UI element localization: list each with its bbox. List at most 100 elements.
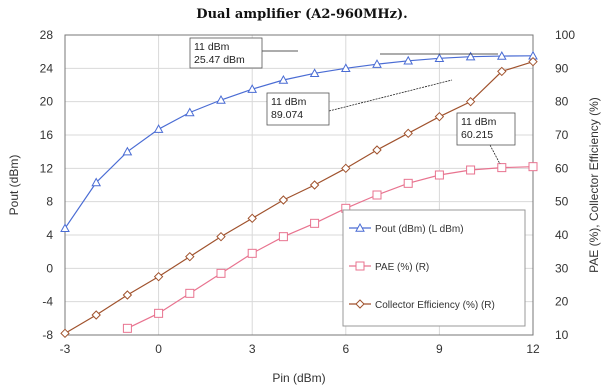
legend-label: Collector Efficiency (%) (R)	[375, 300, 495, 311]
x-tick-label: 12	[526, 342, 540, 356]
y-left-tick-label: 28	[40, 28, 54, 42]
y-right-tick-label: 50	[555, 195, 569, 209]
callout-leader	[328, 79, 453, 112]
pout-line	[64, 55, 534, 229]
y-left-tick-label: 20	[40, 95, 54, 109]
pout-point	[216, 94, 226, 104]
collector-efficiency-point	[434, 111, 445, 122]
x-axis-label: Pin (dBm)	[272, 371, 325, 385]
collector-efficiency-point	[403, 128, 413, 139]
collector-efficiency-line	[64, 61, 534, 334]
pae-point	[528, 162, 538, 172]
pout-point	[496, 51, 507, 60]
collector-efficiency-point	[91, 310, 101, 320]
series-group	[60, 50, 538, 339]
y-right-tick-label: 80	[555, 95, 569, 109]
pae-point	[247, 248, 257, 258]
collector-efficiency-point	[216, 231, 226, 242]
collector-efficiency-point	[497, 66, 507, 77]
y-right-tick-label: 90	[555, 61, 569, 75]
callout-line2: 89.074	[271, 109, 303, 121]
pae-series	[122, 162, 538, 333]
pout-point	[434, 53, 445, 63]
pout-point	[122, 146, 133, 156]
collector-efficiency-point	[122, 290, 133, 300]
tick-labels: -3 0 3 6 9 12 -8 -4 0 4 8 12 16 20 24 28 10 20 30 40 50 60 70 8…	[40, 28, 576, 356]
pout-point	[60, 223, 70, 233]
y-left-tick-label: 24	[40, 61, 54, 75]
pae-point	[434, 170, 444, 180]
y-axis-right-label: PAE (%), Collector Efficiency (%)	[587, 97, 601, 273]
pae-point	[278, 232, 288, 242]
y-right-tick-label: 40	[555, 228, 569, 242]
callout-box	[189, 37, 263, 69]
legend-item: Pout (dBm) (L dBm)	[349, 222, 464, 235]
pout-point	[153, 124, 164, 133]
collector-efficiency-point	[60, 328, 70, 339]
y-right-tick-label: 30	[555, 261, 569, 275]
pout-point	[184, 107, 195, 117]
callout-line1: 11 dBm	[271, 96, 307, 108]
collector-efficiency-series	[60, 56, 538, 339]
callout-line2: 60.215	[461, 129, 493, 141]
callout-line1: 11 dBm	[461, 116, 497, 128]
y-left-tick-label: 4	[46, 228, 53, 242]
collector-efficiency-point	[528, 56, 538, 67]
legend-label: Pout (dBm) (L dBm)	[375, 224, 464, 235]
legend-marker	[355, 299, 365, 309]
y-axis-left-label: Pout (dBm)	[7, 155, 21, 216]
legend-item: PAE (%) (R)	[349, 261, 429, 273]
x-tick-label: 0	[155, 342, 162, 356]
collector-efficiency-point	[465, 96, 476, 107]
pout-point	[403, 55, 414, 65]
collector-efficiency-point	[247, 213, 257, 224]
y-right-tick-label: 70	[555, 128, 569, 142]
legend-item: Collector Efficiency (%) (R)	[349, 299, 495, 311]
collector-efficiency-point	[341, 163, 351, 174]
y-left-tick-label: 12	[40, 161, 54, 175]
pout-point	[340, 63, 351, 73]
legend-marker	[355, 222, 365, 232]
plot-frame	[64, 34, 534, 336]
y-left-tick-label: -8	[42, 328, 53, 342]
pout-point	[91, 177, 102, 187]
pout-point	[278, 74, 289, 84]
y-right-tick-label: 60	[555, 161, 569, 175]
callout-box	[456, 112, 516, 146]
y-right-tick-label: 10	[555, 328, 569, 342]
y-left-tick-label: 16	[40, 128, 54, 142]
pae-point	[154, 308, 164, 318]
pae-point	[185, 288, 195, 298]
y-right-tick-label: 100	[555, 28, 575, 42]
y-left-tick-label: 8	[46, 195, 53, 209]
pae-point	[497, 163, 507, 173]
pae-point	[403, 178, 413, 188]
y-left-tick-label: 0	[46, 261, 53, 275]
collector-efficiency-point	[153, 271, 164, 282]
pae-point	[466, 165, 476, 175]
pae-point	[310, 218, 320, 228]
legend-box	[342, 209, 526, 327]
x-tick-label: 9	[436, 342, 443, 356]
pae-line	[127, 166, 534, 329]
pae-point	[122, 323, 132, 333]
collector-efficiency-point	[309, 180, 320, 190]
y-left-tick-label: -4	[42, 295, 53, 309]
legend-label: PAE (%) (R)	[375, 262, 429, 273]
callout-box	[266, 92, 330, 126]
pae-point	[372, 190, 382, 200]
pout-point	[247, 84, 258, 93]
collector-efficiency-point	[185, 251, 195, 262]
callout-line2: 25.47 dBm	[194, 54, 245, 66]
legend-marker	[355, 261, 365, 271]
pout-point	[309, 68, 320, 78]
x-tick-label: 3	[249, 342, 256, 356]
pout-series	[60, 50, 538, 233]
pout-point	[372, 59, 382, 68]
pout-point	[465, 51, 476, 61]
